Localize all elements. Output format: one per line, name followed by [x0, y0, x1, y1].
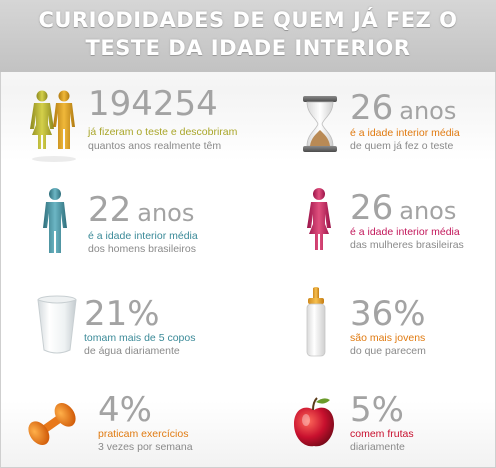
stat-caption-line-2: diariamente [350, 441, 405, 453]
stat-value: 194254 [88, 84, 218, 124]
stat-value: 4% [98, 390, 152, 430]
stat-value: 21% [84, 294, 160, 334]
stat-caption-line-2: de água diariamente [84, 345, 180, 357]
man-icon [43, 188, 67, 253]
water-glass-icon [37, 295, 77, 354]
woman-icon [307, 188, 331, 250]
hourglass-icon [303, 96, 337, 152]
stat-caption-line-1: já fizeram o teste e descobriram [88, 126, 238, 138]
stat-caption-line-2: dos homens brasileiros [88, 243, 196, 255]
stat-caption-line-1: é a idade interior média [350, 226, 460, 238]
stat-caption-line-2: de quem já fez o teste [350, 140, 454, 152]
header-title-line-2: TESTE DA IDADE INTERIOR [85, 36, 411, 60]
stat-caption-line-1: são mais jovens [350, 332, 426, 344]
stat-caption-line-1: tomam mais de 5 copos [84, 332, 196, 344]
dumbbell-icon [28, 402, 76, 446]
couple-icon [30, 90, 76, 162]
stat-caption-line-1: é a idade interior média [88, 230, 198, 242]
stat-caption-line-1: é a idade interior média [350, 127, 460, 139]
stat-caption-line-1: praticam exercícios [98, 428, 189, 440]
stat-value: 36% [350, 294, 426, 334]
stat-value: 26 anos [350, 188, 457, 228]
baby-bottle-icon [306, 287, 326, 357]
stat-caption-line-2: das mulheres brasileiras [350, 239, 464, 251]
stat-caption-line-2: do que parecem [350, 345, 426, 357]
header-title-line-1: CURIODIDADES DE QUEM JÁ FEZ O [38, 8, 458, 32]
infographic-header: CURIODIDADES DE QUEM JÁ FEZ O TESTE DA I… [0, 0, 496, 72]
stat-value: 22 anos [88, 190, 195, 230]
stat-caption-line-1: comem frutas [350, 428, 414, 440]
stat-caption-line-2: 3 vezes por semana [98, 441, 193, 453]
stat-caption-line-2: quantos anos realmente têm [88, 140, 222, 152]
stat-value: 5% [350, 390, 404, 430]
stat-value: 26 anos [350, 88, 457, 128]
apple-icon [294, 397, 334, 447]
